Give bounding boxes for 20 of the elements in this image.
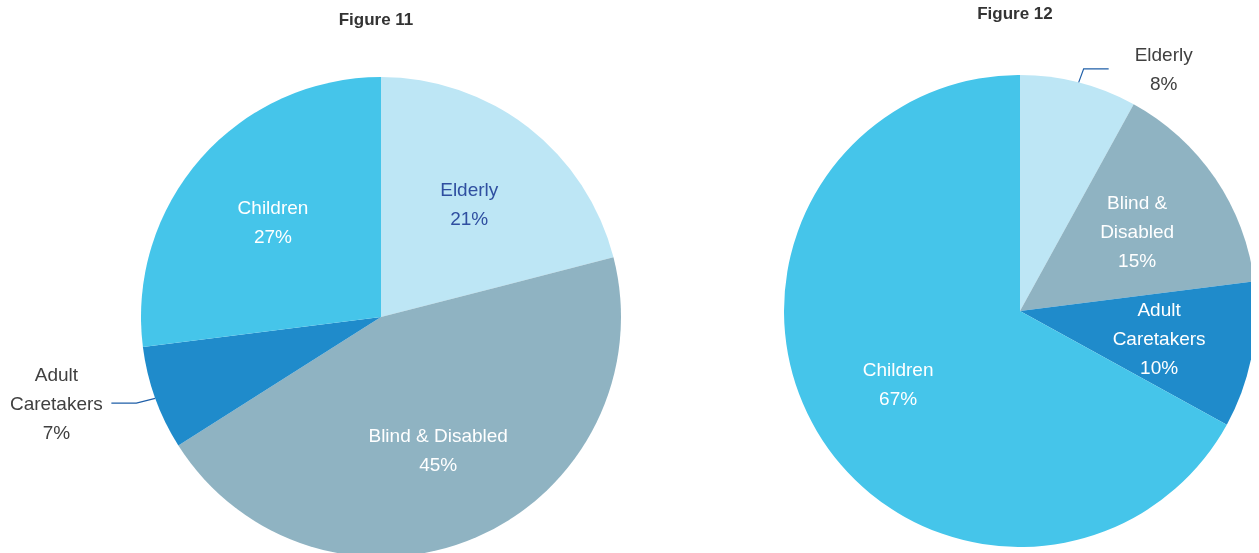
slice-label: Children bbox=[237, 196, 309, 218]
data-label: 10% bbox=[1140, 356, 1179, 378]
data-label: 67% bbox=[879, 387, 918, 409]
data-label: 21% bbox=[450, 207, 489, 229]
slice-label: Elderly bbox=[1134, 43, 1194, 65]
chart-title: Figure 12 bbox=[976, 4, 1054, 24]
slice-label: Children bbox=[862, 358, 934, 380]
slice-label: Adult Caretakers bbox=[1112, 298, 1206, 349]
pie-slice bbox=[141, 77, 381, 348]
data-label: 45% bbox=[419, 453, 458, 475]
data-label: 27% bbox=[253, 225, 293, 247]
data-label: 7% bbox=[42, 421, 71, 443]
data-label: 15% bbox=[1118, 249, 1157, 271]
data-label: 8% bbox=[1149, 72, 1178, 94]
slice-label: Blind & Disabled bbox=[1100, 191, 1175, 242]
pie-slice bbox=[381, 77, 614, 317]
slice-label: Blind & Disabled bbox=[368, 424, 508, 446]
chart-title: Figure 11 bbox=[337, 10, 415, 30]
slice-label: Adult Caretakers bbox=[9, 363, 103, 414]
slice-label: Elderly bbox=[440, 178, 499, 200]
